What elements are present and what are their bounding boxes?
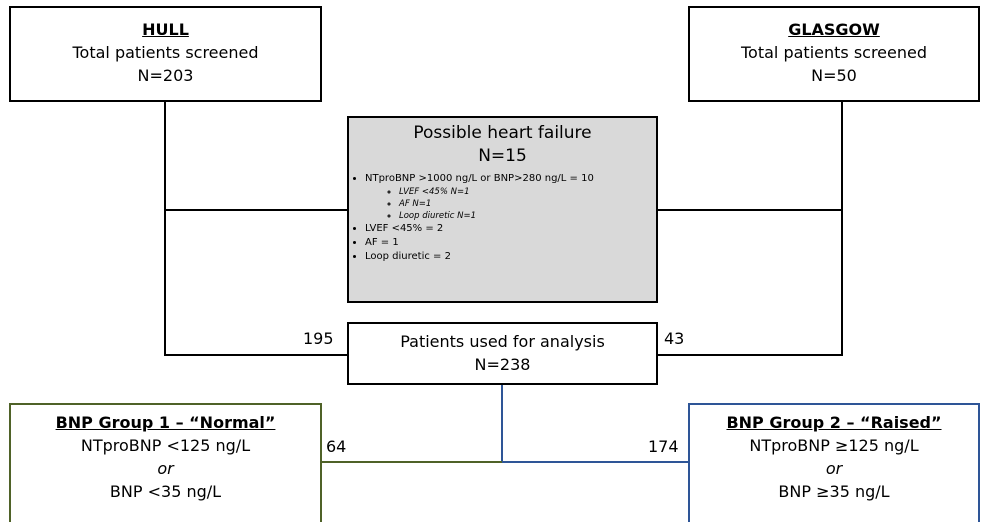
possible-hf-box: Possible heart failure N=15 NTproBNP >10… (347, 116, 658, 303)
flow-count: 195 (303, 329, 334, 348)
connector (164, 101, 347, 356)
box-count: N=50 (811, 66, 857, 85)
flow-count: 43 (664, 329, 685, 348)
box-line: NTproBNP ≥125 ng/L (749, 436, 919, 455)
glasgow-box: GLASGOW Total patients screened N=50 (688, 6, 980, 102)
criterion: LVEF <45% = 2 (365, 222, 656, 236)
criterion: Loop diuretic = 2 (365, 250, 656, 264)
flow-count: 64 (326, 437, 347, 456)
criterion-text: NTproBNP >1000 ng/L or BNP>280 ng/L = 10 (365, 173, 594, 184)
criteria-list: NTproBNP >1000 ng/L or BNP>280 ng/L = 10… (349, 172, 656, 264)
sub-criterion: Loop diuretic N=1 (399, 210, 656, 222)
sub-criterion: LVEF <45% N=1 (399, 186, 656, 198)
analysis-box: Patients used for analysis N=238 (347, 322, 658, 385)
box-title: HULL (142, 20, 189, 39)
box-label: Patients used for analysis (400, 332, 605, 351)
box-title: BNP Group 1 – “Normal” (55, 413, 276, 432)
box-line: BNP <35 ng/L (109, 482, 222, 501)
box-or: or (825, 459, 843, 478)
group2-box: BNP Group 2 – “Raised” NTproBNP ≥125 ng/… (688, 403, 980, 522)
flow-count: 174 (648, 437, 679, 456)
criterion: AF = 1 (365, 236, 656, 250)
box-count: N=238 (474, 355, 531, 374)
hull-box: HULL Total patients screened N=203 (9, 6, 322, 102)
box-count: N=15 (478, 146, 527, 166)
box-label: Total patients screened (741, 43, 927, 62)
box-label: Total patients screened (72, 43, 259, 62)
box-line: NTproBNP <125 ng/L (80, 436, 251, 455)
box-title: BNP Group 2 – “Raised” (726, 413, 942, 432)
box-line: BNP ≥35 ng/L (778, 482, 890, 501)
criterion: NTproBNP >1000 ng/L or BNP>280 ng/L = 10… (365, 172, 656, 222)
box-count: N=203 (137, 66, 194, 85)
box-or: or (157, 459, 174, 478)
sub-criterion: AF N=1 (399, 198, 656, 210)
box-title: GLASGOW (788, 20, 880, 39)
box-title: Possible heart failure (413, 123, 592, 143)
group1-box: BNP Group 1 – “Normal” NTproBNP <125 ng/… (9, 403, 322, 522)
connector (657, 101, 843, 356)
